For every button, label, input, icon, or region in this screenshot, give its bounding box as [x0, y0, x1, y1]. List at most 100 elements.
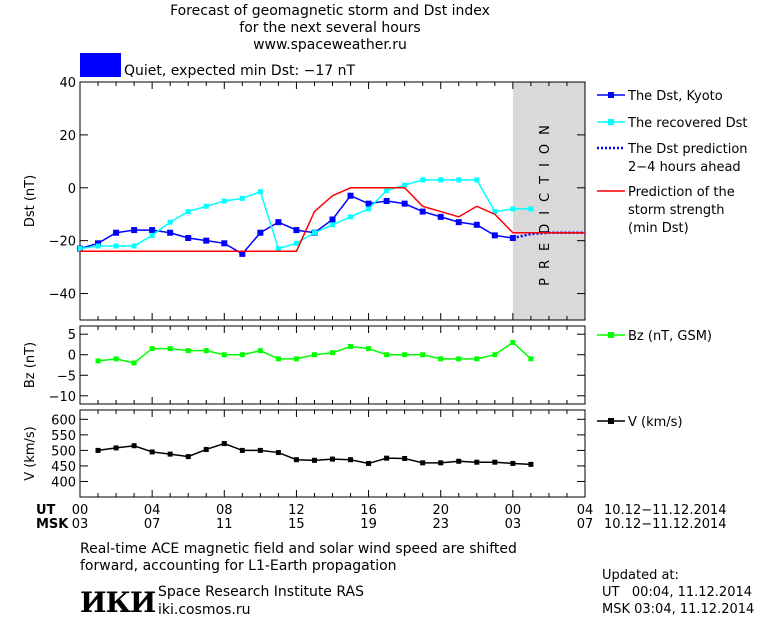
- legend-label: storm strength: [628, 203, 725, 218]
- data-point: [221, 198, 227, 204]
- data-point: [419, 208, 426, 215]
- data-point: [221, 352, 227, 358]
- data-point: [491, 232, 498, 239]
- data-point: [167, 451, 173, 457]
- panel-frame: [79, 409, 586, 498]
- ut-tick-label: 00: [72, 503, 89, 518]
- data-point: [329, 216, 336, 223]
- institute-website[interactable]: iki.cosmos.ru: [158, 602, 251, 618]
- msk-tick-label: 03: [72, 517, 89, 532]
- series-line: [79, 179, 531, 250]
- data-point: [348, 214, 354, 220]
- data-point: [149, 227, 156, 234]
- data-point: [293, 457, 299, 463]
- data-point: [257, 447, 263, 453]
- ut-tick-label: 12: [288, 503, 305, 518]
- data-point: [221, 441, 227, 447]
- data-point: [239, 447, 245, 453]
- data-point: [456, 177, 462, 183]
- status-color-box: [80, 53, 121, 77]
- prediction-band: [512, 82, 585, 320]
- data-point: [384, 352, 390, 358]
- legend-label: Bz (nT, GSM): [628, 329, 712, 344]
- msk-tick-label: 23: [432, 517, 449, 532]
- data-point: [330, 350, 335, 356]
- updated-label: Updated at:: [602, 568, 679, 583]
- ut-tick-label: 08: [216, 503, 233, 518]
- data-point: [167, 219, 173, 225]
- data-point: [185, 348, 191, 354]
- legend-marker: [608, 332, 614, 338]
- data-point: [311, 230, 317, 236]
- y-tick-label: 40: [59, 76, 76, 91]
- data-point: [185, 235, 192, 242]
- legend-label: Prediction of the: [628, 185, 735, 200]
- data-point: [510, 206, 516, 212]
- data-point: [275, 219, 282, 226]
- ut-tick-label: 16: [360, 503, 377, 518]
- data-point: [330, 222, 335, 228]
- status-text: Quiet, expected min Dst: −17 nT: [124, 63, 356, 79]
- legend-label: (min Dst): [628, 221, 689, 236]
- updated-msk: MSK 03:04, 11.12.2014: [602, 602, 755, 617]
- legend-marker: [608, 92, 614, 98]
- data-point: [203, 446, 209, 452]
- data-point: [95, 447, 101, 453]
- data-point: [113, 445, 119, 451]
- data-point: [257, 189, 263, 195]
- data-point: [366, 206, 372, 212]
- msk-tick-label: 07: [577, 517, 594, 532]
- data-point: [492, 352, 498, 358]
- data-point: [402, 455, 408, 461]
- data-point: [95, 243, 101, 249]
- data-point: [474, 459, 480, 465]
- data-point: [131, 227, 138, 234]
- legend-label: The recovered Dst: [627, 116, 747, 131]
- ut-tick-label: 04: [144, 503, 161, 518]
- chart-title-line2: for the next several hours: [239, 20, 421, 36]
- data-point: [275, 450, 281, 456]
- data-point: [185, 209, 191, 215]
- data-point: [113, 356, 119, 362]
- data-point: [293, 240, 299, 246]
- data-point: [311, 352, 317, 358]
- data-point: [528, 461, 534, 467]
- ut-date-range: 10.12−11.12.2014: [604, 503, 727, 518]
- data-point: [77, 246, 83, 252]
- data-point: [510, 339, 516, 345]
- series-line: [80, 187, 585, 252]
- data-point: [113, 229, 120, 236]
- data-point: [239, 352, 245, 358]
- data-point: [131, 360, 137, 366]
- data-point: [366, 346, 372, 352]
- legend-label: The Dst, Kyoto: [627, 89, 723, 104]
- data-point: [420, 177, 426, 183]
- data-point: [203, 348, 209, 354]
- data-point: [293, 356, 299, 362]
- footer-note-line2: forward, accounting for L1-Earth propaga…: [80, 558, 397, 574]
- data-point: [348, 344, 354, 350]
- msk-axis-label: MSK: [36, 517, 69, 532]
- y-tick-label: 0: [68, 349, 76, 364]
- data-point: [366, 460, 372, 466]
- legend-marker: [608, 119, 614, 125]
- data-point: [257, 229, 264, 236]
- data-point: [437, 213, 444, 220]
- data-point: [438, 460, 444, 466]
- y-tick-label: 550: [51, 429, 76, 444]
- data-point: [275, 356, 281, 362]
- chart-title-website[interactable]: www.spaceweather.ru: [253, 37, 407, 53]
- data-point: [167, 346, 173, 352]
- legend-label: V (km/s): [628, 415, 683, 430]
- y-tick-label: −40: [49, 288, 76, 303]
- data-point: [275, 246, 281, 252]
- data-point: [420, 352, 426, 358]
- msk-tick-label: 15: [288, 517, 305, 532]
- y-axis-label: Dst (nT): [23, 175, 38, 227]
- panel-frame: [79, 81, 586, 321]
- legend-label: 2−4 hours ahead: [628, 160, 741, 175]
- ut-axis-label: UT: [36, 503, 56, 518]
- data-point: [420, 460, 426, 466]
- data-point: [473, 221, 480, 228]
- legend-marker: [608, 418, 614, 424]
